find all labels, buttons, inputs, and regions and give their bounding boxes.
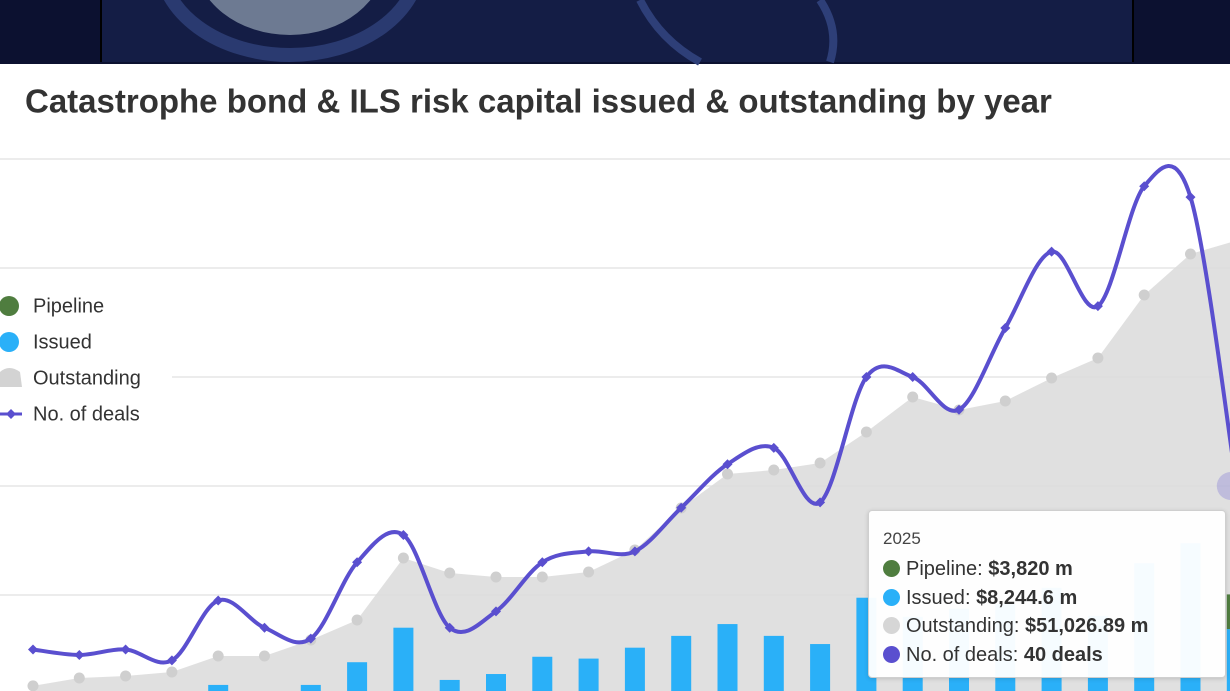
tooltip-row: Issued$8,244.6 m [883,584,1225,613]
legend-symbol [0,368,22,387]
deals-marker [954,404,964,415]
bar [671,635,692,691]
outstanding-point [583,566,595,578]
bar [532,656,553,691]
deals-marker [166,655,177,666]
outstanding-point [722,468,733,480]
deals-marker [1139,181,1150,192]
deals-marker [861,372,872,382]
deals-marker [907,372,918,382]
banner [0,0,1230,66]
bar [1226,594,1230,630]
deals-marker [722,459,733,470]
outstanding-point [860,426,872,438]
deals-marker [120,644,131,655]
deals-marker [537,557,548,568]
outstanding-point [397,552,409,564]
deals-marker [1046,246,1057,257]
legend-symbol [0,332,19,352]
bar [439,679,460,691]
legend-label: Issued [33,331,92,353]
deals-marker [768,442,779,453]
deals-marker [1092,301,1103,312]
deals-marker [305,633,316,644]
deals-marker [259,622,270,633]
bar [1226,629,1230,691]
deals-marker [1185,192,1196,203]
bar [208,684,229,691]
deals-marker [583,546,594,557]
outstanding-point [1185,248,1196,260]
bar [347,662,368,691]
tooltip-value: $3,820 m [988,558,1073,580]
deals-marker [398,530,409,541]
deals-marker [444,622,455,633]
deals-marker [74,649,85,660]
tooltip-value: 40 deals [1023,643,1103,666]
legend-symbol [6,409,16,419]
bar [578,658,599,691]
tooltip-label: No. of deals [906,644,1024,666]
outstanding-point [212,650,224,662]
deals-marker [352,557,363,568]
bar [393,627,414,691]
tooltip-symbol [883,645,900,663]
hover-halo [1216,472,1230,500]
bar [810,644,831,691]
tooltip-row: Outstanding$51,026.89 m [883,612,1225,641]
bar [486,674,506,691]
outstanding-point [490,571,502,583]
outstanding-point [1046,372,1058,384]
outstanding-point [120,670,132,682]
outstanding-point [814,457,826,469]
outstanding-point [1138,289,1150,301]
tooltip-label: Issued [906,587,976,609]
legend-label: Pipeline [33,295,104,317]
tooltip-category: 2025 [883,529,921,548]
outstanding-point [73,672,85,684]
legend: Pipeline Issued Outstanding No. of deals [0,295,141,425]
bar [624,647,645,691]
outstanding-point [351,614,363,626]
tooltip-row: Pipeline$3,820 m [883,555,1225,584]
outstanding-point [259,650,270,662]
tooltip-symbol [883,617,900,634]
deals-marker [491,606,501,617]
deals-marker [28,644,38,655]
deals-marker [676,502,687,513]
outstanding-point [1092,352,1104,364]
deals-marker [815,497,826,508]
outstanding-point [27,680,39,691]
legend-label: Outstanding [33,367,141,389]
tooltip-symbol [883,588,900,606]
legend-background [0,286,172,432]
outstanding-point [444,567,456,579]
tooltip-value: $51,026.89 m [1024,615,1149,637]
outstanding-point [907,391,919,403]
tooltip-value: $8,244.6 m [976,586,1078,609]
bar [763,635,784,691]
outstanding-point [166,666,178,678]
legend-label: No. of deals [33,403,140,425]
outstanding-point [536,571,548,583]
legend-symbol [0,296,19,316]
chart-title: Catastrophe bond & ILS risk capital issu… [25,83,1052,120]
bar [300,684,321,691]
deals-marker [629,546,640,557]
deals-marker [213,595,224,606]
outstanding-point [999,395,1011,407]
tooltip-label: Pipeline [906,558,988,580]
outstanding-point [768,464,780,476]
tooltip-label: Outstanding [906,615,1025,637]
tooltip-symbol [883,560,900,577]
deals-marker [1000,322,1011,333]
bar [717,624,738,691]
tooltip-row: No. of deals40 deals [883,641,1225,670]
